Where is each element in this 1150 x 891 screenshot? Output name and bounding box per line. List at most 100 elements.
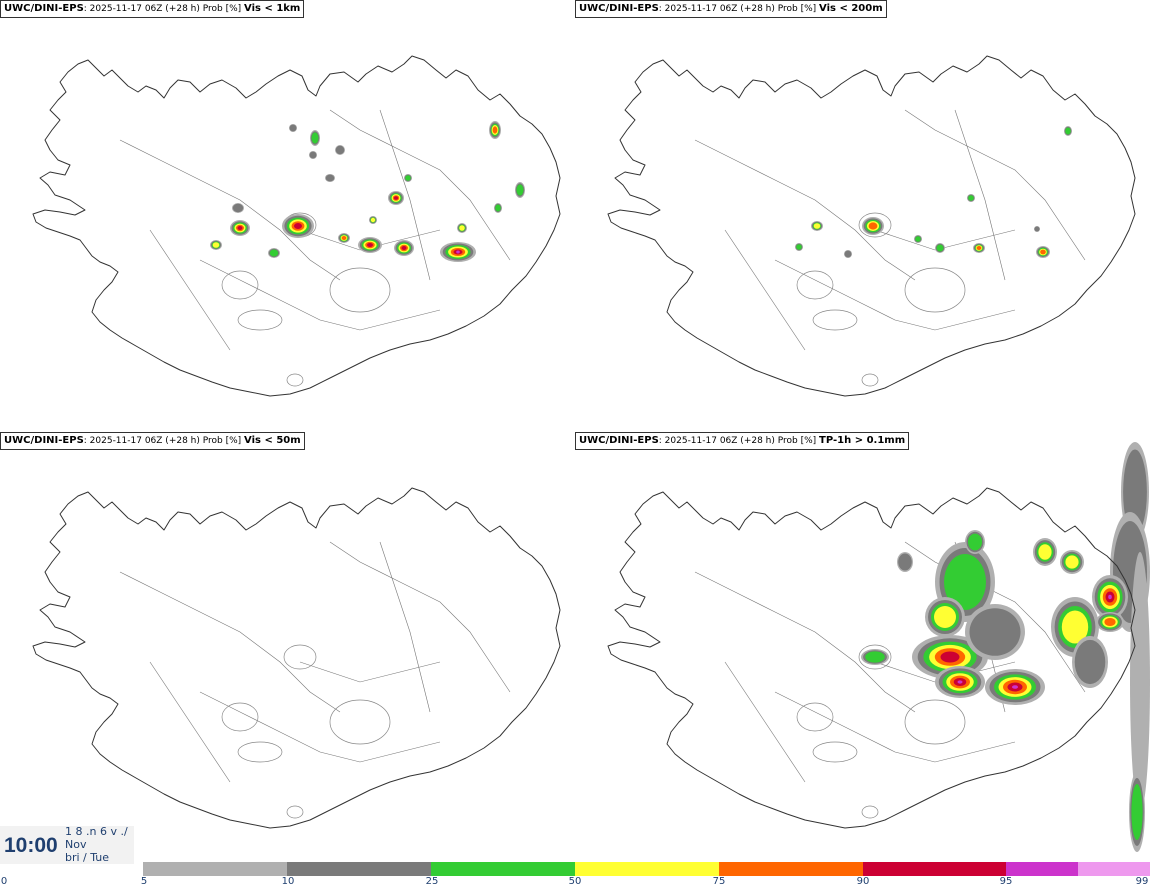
road-line [774,259,1016,331]
colorbar-segment [287,862,431,876]
probability-blob [898,553,912,571]
road-line [119,139,341,281]
coastline [32,55,561,397]
valid-weekday: bri / Tue [65,851,110,864]
probability-blob [813,223,821,229]
panel-title: UWC/DINI-EPS: 2025-11-17 06Z (+28 h) Pro… [575,0,887,18]
probability-blob [269,249,279,257]
terrain-outline [221,702,259,732]
probability-fields [861,530,1128,705]
variable-label: TP-1h > 0.1mm [819,435,906,446]
source-label: UWC/DINI-EPS [579,3,659,14]
iceland-coast [607,487,1136,829]
probability-blob [968,195,974,201]
variable-label: Vis < 200m [819,3,883,14]
colorbar-segment [431,862,575,876]
colorbar-tick: 99 [1135,876,1149,887]
panel-title: UWC/DINI-EPS: 2025-11-17 06Z (+28 h) Pro… [0,432,305,450]
probability-blob [516,184,524,196]
coastline [607,487,1136,829]
run-info: : 2025-11-17 06Z (+28 h) Prob [%] [658,436,820,446]
panel-title: UWC/DINI-EPS: 2025-11-17 06Z (+28 h) Pro… [0,0,305,18]
probability-blob [1034,226,1040,232]
terrain-outline [858,212,892,238]
probability-blob [232,203,244,213]
terrain-outline [237,309,283,331]
road-line [329,109,511,261]
probability-blob [495,204,501,212]
road-line [954,109,1006,281]
road-line [904,109,1086,261]
probability-blob [309,151,317,159]
valid-time-box: 10:00 1 8 .n 6 v ./ Nov bri / Tue [0,826,134,864]
road-line [199,259,441,331]
colorbar-segment [1006,862,1078,876]
colorbar-tick: 50 [568,876,582,887]
panel-vis-50m: UWC/DINI-EPS: 2025-11-17 06Z (+28 h) Pro… [0,432,575,864]
road-line [299,661,441,683]
colorbar-segment [1078,862,1150,876]
road-line [329,541,511,693]
terrain-outline [812,309,858,331]
probability-blob [1012,685,1018,689]
probability-blob [969,608,1021,656]
terrain-outline [812,741,858,763]
road-line [119,571,341,713]
terrain-outline [861,373,879,387]
terrain-outline [861,805,879,819]
road-line [379,109,431,281]
variable-label: Vis < 50m [244,435,301,446]
panel-tp-1h: UWC/DINI-EPS: 2025-11-17 06Z (+28 h) Pro… [575,432,1150,864]
panel-vis-1km: UWC/DINI-EPS: 2025-11-17 06Z (+28 h) Pro… [0,0,575,432]
source-label: UWC/DINI-EPS [4,3,84,14]
road-line [299,229,441,251]
probability-blob [796,244,802,250]
colorbar-tick: 95 [999,876,1013,887]
road-line [774,691,1016,763]
road-line [199,691,441,763]
probability-fields [795,126,1072,258]
road-line [379,541,431,713]
terrain-outline [237,741,283,763]
probability-blob [367,243,373,247]
colorbar-tick: 90 [856,876,870,887]
probability-blob [492,126,498,134]
probability-blob [1040,249,1046,255]
coastline [32,487,561,829]
probability-blob [212,242,220,248]
probability-blob [865,651,885,663]
probability-blob [934,606,956,628]
iceland-map [607,55,1136,397]
probability-blob [1131,784,1143,840]
terrain-outline [286,373,304,387]
road-line [724,661,806,783]
iceland-map [32,55,561,397]
probability-blob [1061,610,1089,644]
probability-blob [976,246,982,250]
source-label: UWC/DINI-EPS [4,435,84,446]
colorbar-segment [575,862,719,876]
colorbar-segment [863,862,1006,876]
terrain-outline [221,270,259,300]
iceland-map [32,487,561,829]
probability-blob [1130,552,1150,812]
valid-date-line: 1 8 .n 6 v ./ [65,825,128,838]
probability-blob [1074,639,1106,685]
coastline [607,55,1136,397]
run-info: : 2025-11-17 06Z (+28 h) Prob [%] [83,4,245,14]
probability-colorbar: 0 5 10 25 50 75 90 95 99 [0,862,1150,891]
colorbar-tick: 0 [0,876,8,887]
iceland-map [607,442,1150,852]
terrain-outline [904,267,966,313]
probability-blob [957,680,963,684]
iceland-coast [32,487,561,829]
run-info: : 2025-11-17 06Z (+28 h) Prob [%] [658,4,820,14]
probability-blob [1065,555,1079,569]
colorbar-tick: 5 [140,876,148,887]
panel-vis-200m: UWC/DINI-EPS: 2025-11-17 06Z (+28 h) Pro… [575,0,1150,432]
probability-blob [844,250,852,258]
probability-blob [1038,544,1052,560]
colorbar-segment [719,862,863,876]
terrain-outline [283,644,317,670]
terrain-outline [858,644,892,670]
